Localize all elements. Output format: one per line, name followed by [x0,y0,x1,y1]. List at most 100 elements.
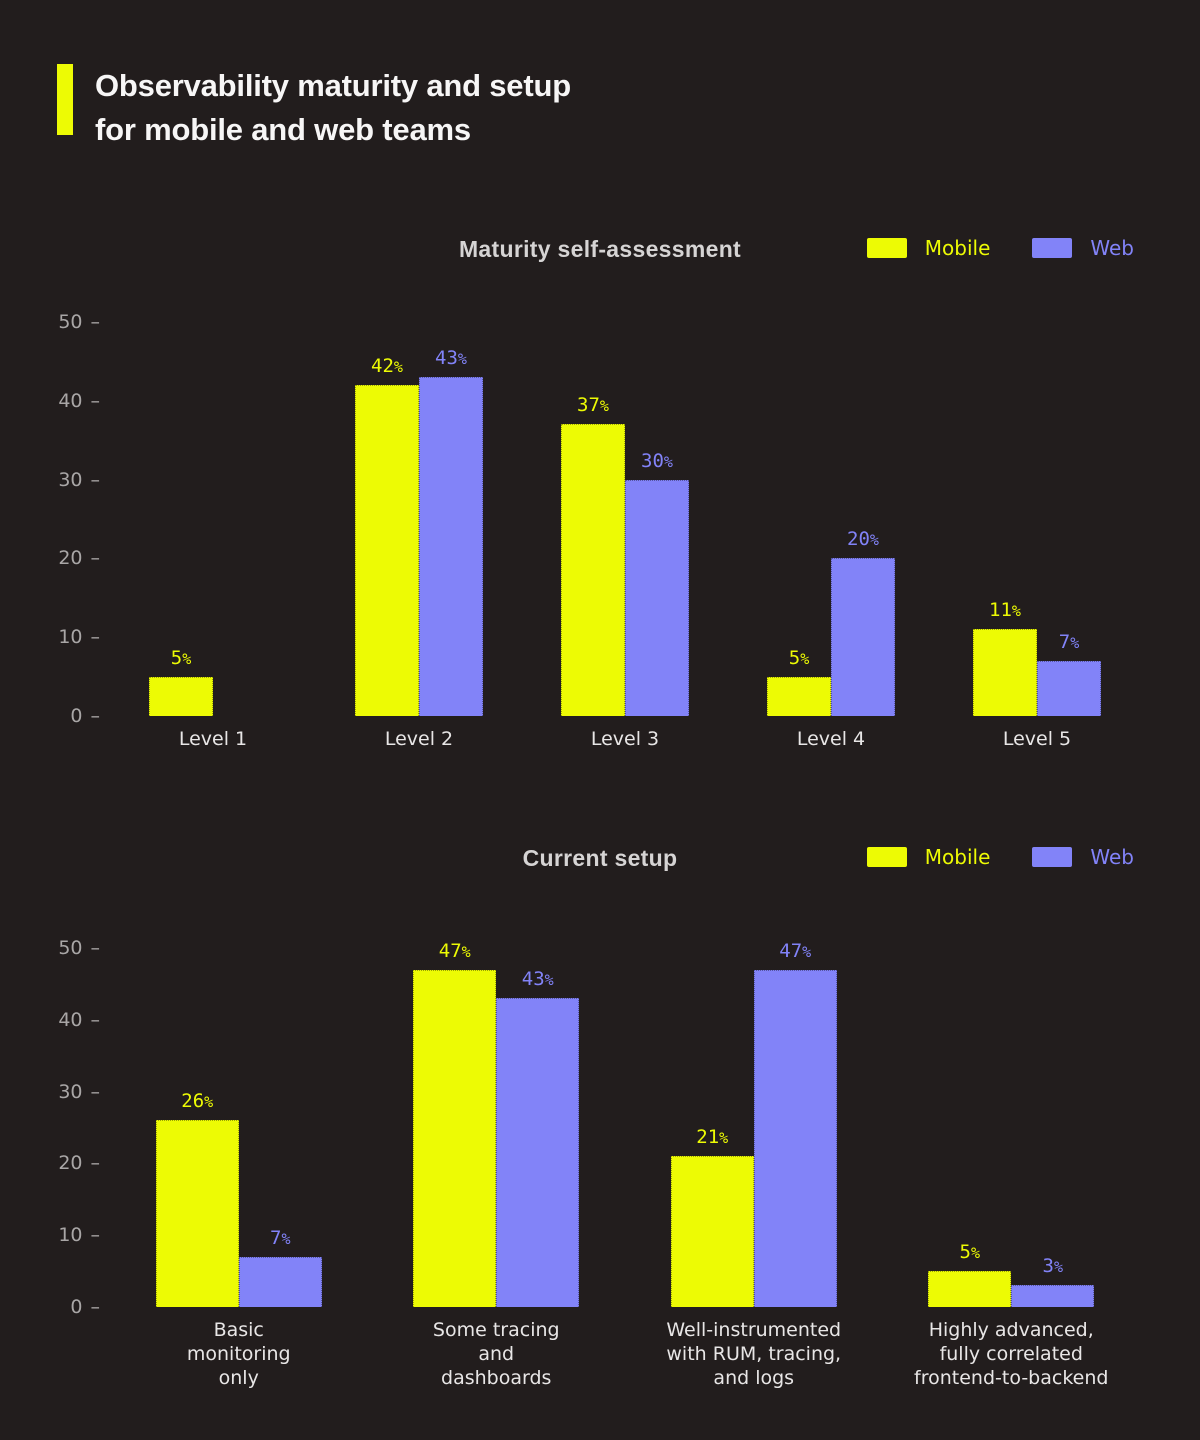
chart-section-maturity: Maturity self-assessment Mobile Web 0– 10… [0,232,1200,750]
category-label: Level 4 [796,728,866,750]
y-axis: 0– 10– 20– 30– 40– 50– [0,311,101,727]
legend-maturity: Mobile Web [866,236,1134,260]
bar-web: 7% [238,1227,322,1307]
category-label: Some tracing and dashboards [432,1319,560,1389]
bar-value-label: 42% [371,355,403,377]
y-axis-tick-mark: – [90,1296,101,1318]
bar-mobile: 11% [973,599,1037,716]
bar-value-label: 5% [959,1241,980,1263]
legend-swatch-web [1032,238,1073,258]
category-label: Basic monitoring only [186,1319,291,1389]
bar-group: 47% 43% Some tracing and dashboards [368,940,626,1390]
category-label: Level 5 [1002,728,1072,750]
legend-swatch-web [1032,847,1073,867]
y-axis-tick-label: 0– [70,1296,101,1318]
bar-groups: 5% Level 1 42% 43% Level 2 37% 30% Level 3 5% 20%… [110,322,1140,751]
category-label: Level 1 [178,728,248,750]
chart-title-maturity: Maturity self-assessment [458,236,742,262]
y-axis-tick-label: 0– [70,705,101,727]
bar-web: 47% [753,940,837,1307]
category-label: Highly advanced, fully correlated frontend… [914,1319,1109,1389]
bar-web: 7% [1037,631,1101,716]
bar-pair: 47% 43% [413,940,580,1307]
bar-group: 26% 7% Basic monitoring only [110,948,368,1390]
y-axis-tick-label: 20– [58,1152,101,1175]
bar-value-label: 7% [270,1227,291,1249]
bar-web: 43% [496,968,580,1307]
bar-group: 37% 30% Level 3 [522,322,728,751]
legend-label-web: Web [1090,845,1134,869]
legend-swatch-mobile [866,238,907,258]
y-axis-tick-mark: – [90,547,101,570]
bar-pair: 5% [149,322,277,716]
chart-header-maturity: Maturity self-assessment Mobile Web [0,232,1200,266]
y-axis-tick-mark: – [90,1224,101,1247]
bar-plot-maturity: 0– 10– 20– 30– 40– 50– 5% Level 1 42% 43% Level 2 3… [0,311,1200,750]
bar-pair: 5% 20% [767,322,895,716]
y-axis-tick-mark: – [90,468,101,491]
bar-groups: 26% 7% Basic monitoring only 47% 43% Some traci… [110,940,1141,1390]
bar-mobile: 21% [670,1126,754,1307]
bar-value-label: 5% [170,647,192,669]
bar-web: 20% [831,528,895,716]
bar-value-label: 26% [181,1090,214,1112]
bar-pair: 42% 43% [355,322,483,716]
bar-pair: 21% 47% [670,940,837,1307]
y-axis-tick-label: 10– [58,626,101,649]
bar-web: 30% [625,450,689,716]
y-axis-tick-mark: – [90,705,101,727]
title-accent-bar [57,64,73,135]
bar-value-label: 47% [438,940,471,962]
bar-pair: 11% 7% [973,322,1101,716]
bar-mobile: 5% [767,647,831,716]
bar-group: 5% 3% Highly advanced, fully correlated fron… [883,948,1141,1390]
y-axis-tick-mark: – [90,626,101,649]
page-title: Observability maturity and setup for mob… [95,64,571,152]
bar-value-label: 21% [696,1126,729,1148]
y-axis-tick-label: 30– [58,468,101,491]
legend-label-web: Web [1090,236,1134,260]
y-axis-tick-mark: – [90,1008,101,1031]
legend-label-mobile: Mobile [924,236,991,260]
bar-group: 21% 47% Well-instrumented with RUM, tracing… [625,940,883,1390]
bar-mobile: 5% [149,647,213,716]
bar-value-label: 5% [788,647,810,669]
bar-value-label: 43% [521,968,554,990]
y-axis-tick-mark: – [90,311,101,333]
chart-title-setup: Current setup [522,845,678,871]
y-axis-tick-label: 40– [58,389,101,412]
bar-group: 5% 20% Level 4 [728,322,934,751]
category-label: Well-instrumented with RUM, tracing, and l… [666,1319,842,1389]
y-axis-tick-label: 10– [58,1224,101,1247]
bar-pair: 5% 3% [928,948,1095,1307]
bar-mobile: 42% [355,355,419,716]
y-axis-tick-mark: – [90,937,101,959]
bar-value-label: 7% [1058,631,1080,653]
legend-setup: Mobile Web [866,845,1134,869]
page-title-line-1: Observability maturity and setup [95,68,571,103]
y-axis-tick-label: 50– [58,937,101,959]
bar-mobile: 37% [561,394,625,716]
y-axis-tick-mark: – [90,1152,101,1175]
page-title-line-2: for mobile and web teams [95,112,471,147]
bar-value-label: 20% [847,528,879,550]
bar-web: 3% [1011,1255,1095,1307]
chart-header-setup: Current setup Mobile Web [0,841,1200,875]
bar-value-label: 47% [779,940,812,962]
y-axis-tick-mark: – [90,1080,101,1103]
bar-mobile: 26% [155,1090,239,1307]
bar-web: 43% [419,347,483,716]
bar-group: 11% 7% Level 5 [934,322,1140,751]
bar-mobile: 47% [413,940,497,1307]
page-header: Observability maturity and setup for mob… [57,64,571,152]
y-axis-tick-mark: – [90,389,101,412]
bar-value-label: 11% [989,599,1021,621]
legend-swatch-mobile [866,847,907,867]
bar-group: 5% Level 1 [110,322,316,751]
bar-value-label: 37% [577,394,609,416]
y-axis-tick-label: 20– [58,547,101,570]
bar-plot-setup: 0– 10– 20– 30– 40– 50– 26% 7% Basic monitoring onl… [0,937,1200,1389]
y-axis-tick-label: 50– [58,311,101,333]
chart-section-setup: Current setup Mobile Web 0– 10– 20– 30– 40– 5… [0,841,1200,1389]
